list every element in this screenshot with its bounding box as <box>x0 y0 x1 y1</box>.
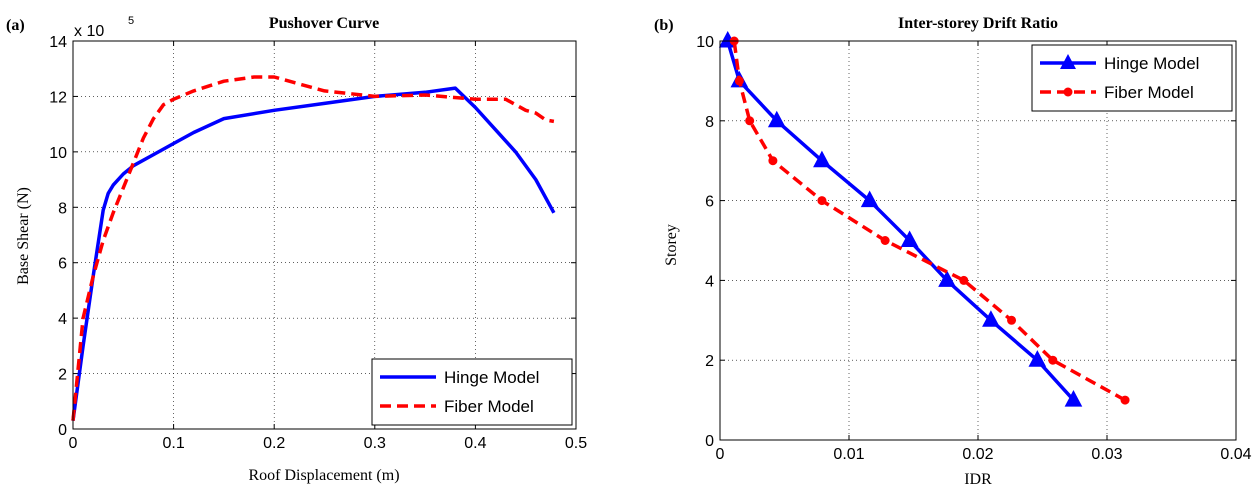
chart-title-idr: Inter-storey Drift Ratio <box>898 15 1058 32</box>
legend-box <box>1031 44 1233 112</box>
data-point-circle <box>1120 395 1130 405</box>
data-point-circle <box>1007 315 1017 325</box>
y-scale-exponent: 5 <box>128 15 134 27</box>
legend: Hinge Model Fiber Model <box>371 358 573 426</box>
x-tick-label: 0.3 <box>364 435 386 452</box>
y-tick-label: 12 <box>49 89 67 106</box>
x-tick-label: 0.5 <box>565 435 587 452</box>
data-point-triangle <box>767 110 786 128</box>
y-tick-label: 10 <box>696 34 714 51</box>
data-point-circle <box>817 196 827 206</box>
x-tick-label: 0.4 <box>464 435 486 452</box>
series-line-hinge-model <box>71 86 556 421</box>
y-tick-label: 0 <box>58 422 67 439</box>
y-tick-label: 0 <box>705 433 714 450</box>
x-tick-label: 0.01 <box>833 446 864 463</box>
y-tick-label: 4 <box>705 273 714 290</box>
y-tick-label: 10 <box>49 145 67 162</box>
legend-label: Fiber Model <box>444 397 534 416</box>
data-point-triangle <box>938 270 956 287</box>
x-tick-label: 0.2 <box>263 435 285 452</box>
series-lines <box>718 30 1130 407</box>
legend-marker <box>1063 87 1073 97</box>
y-tick-label: 8 <box>58 200 67 217</box>
legend-marker <box>1060 54 1076 69</box>
data-point-circle <box>734 76 744 86</box>
data-point-circle <box>880 236 890 245</box>
y-scale-factor: x 10 5 <box>74 15 134 40</box>
data-point-triangle <box>860 190 879 208</box>
pushover-chart: (a) Pushover Curve x 10 5 Roof Displacem… <box>6 15 587 484</box>
series-line-fiber-model <box>71 75 555 421</box>
x-tick-label: 0.02 <box>962 446 993 463</box>
y-axis-label: Base Shear (N) <box>15 187 32 285</box>
plot-area <box>719 40 1237 441</box>
x-tick-label: 0.1 <box>162 435 184 452</box>
data-point-circle <box>745 116 755 126</box>
y-tick-label: 6 <box>58 256 67 273</box>
idr-chart: (b) Inter-storey Drift Ratio IDR Storey … <box>654 15 1252 488</box>
data-point-circle <box>768 156 778 166</box>
panel-label-a: (a) <box>6 17 25 34</box>
legend-label: Hinge Model <box>444 368 539 387</box>
x-tick-label: 0 <box>716 446 725 463</box>
y-tick-label: 4 <box>58 311 67 328</box>
data-point-circle <box>1048 355 1058 365</box>
series-line-hinge-model <box>726 40 1075 402</box>
legend-label: Fiber Model <box>1104 83 1194 102</box>
y-tick-label: 2 <box>58 367 67 384</box>
series-lines <box>71 75 556 421</box>
x-axis-label: Roof Displacement (m) <box>248 467 399 484</box>
x-tick-label: 0.03 <box>1091 446 1122 463</box>
plot-area <box>72 40 577 430</box>
data-point-triangle <box>813 150 831 168</box>
data-point-triangle <box>982 310 1000 327</box>
y-tick-label: 14 <box>49 34 67 51</box>
legend-box <box>371 358 573 426</box>
x-tick-label: 0 <box>69 435 78 452</box>
tick-labels: 0 0.01 0.02 0.03 0.04 0 2 4 6 8 10 <box>696 34 1251 463</box>
x-axis-label: IDR <box>964 471 992 488</box>
y-tick-label: 2 <box>705 353 714 370</box>
y-scale-base: x 10 <box>74 23 104 40</box>
chart-title-pushover: Pushover Curve <box>269 15 379 32</box>
data-point-triangle <box>1064 390 1083 407</box>
y-tick-label: 6 <box>705 194 714 211</box>
tick-labels: 0 0.1 0.2 0.3 0.4 0.5 0 2 4 6 8 10 12 14 <box>49 34 587 452</box>
panel-label-b: (b) <box>654 17 674 34</box>
x-tick-label: 0.04 <box>1220 446 1251 463</box>
y-axis-label: Storey <box>663 224 680 266</box>
data-point-triangle <box>900 230 919 247</box>
series-line-fiber-model <box>732 40 1126 402</box>
legend: Hinge Model Fiber Model <box>1031 44 1233 112</box>
data-point-circle <box>959 275 969 285</box>
legend-label: Hinge Model <box>1104 54 1199 73</box>
data-point-triangle <box>1028 350 1047 367</box>
y-tick-label: 8 <box>705 114 714 131</box>
